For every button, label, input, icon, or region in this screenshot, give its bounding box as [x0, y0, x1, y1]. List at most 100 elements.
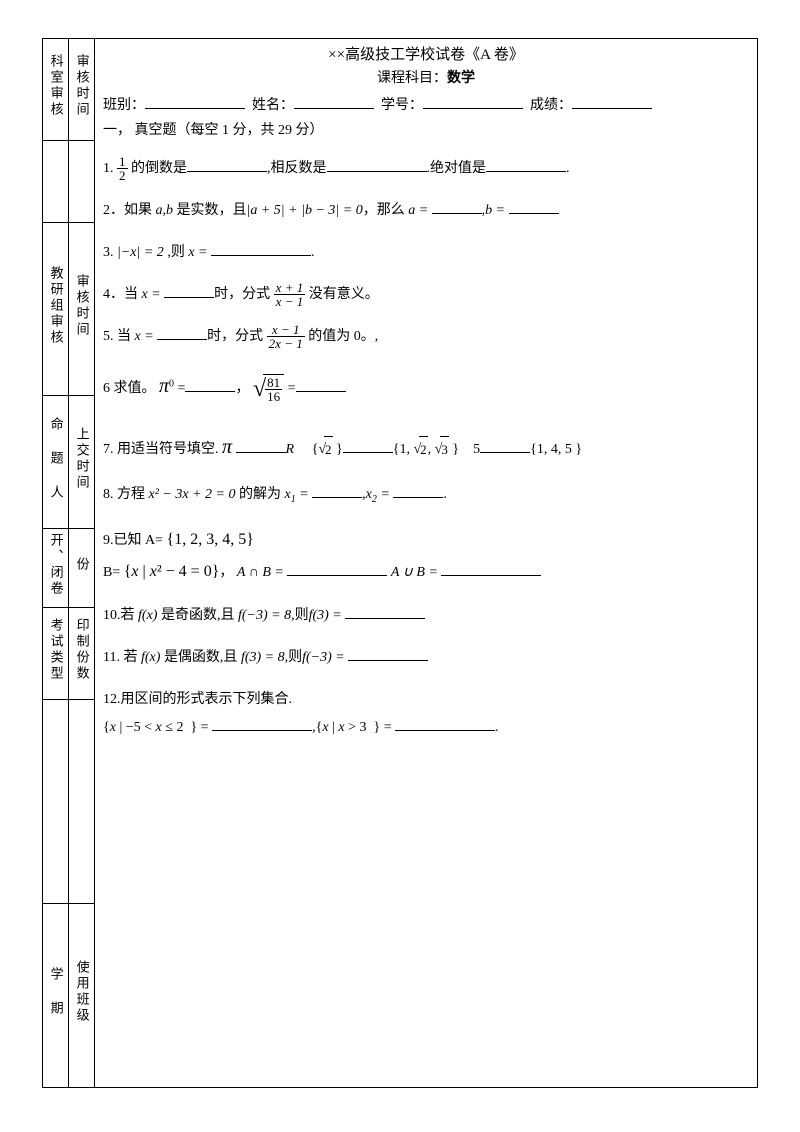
question-1: 1. 12 的倒数是,相反数是.绝对值是. — [103, 155, 749, 183]
side-label: 考试类型 — [46, 618, 64, 682]
q12-end: . — [495, 720, 499, 735]
blank[interactable] — [312, 484, 362, 498]
q7-5: 5 — [473, 442, 480, 457]
q6-pre: 6 求值。 — [103, 381, 156, 396]
subtitle: 课程科目：数学 — [103, 69, 749, 89]
side-label: 学 期 — [46, 967, 64, 1017]
q1-end: . — [566, 161, 570, 176]
q9-pre: 9.已知 A= — [103, 533, 167, 548]
subject-label: 课程科目： — [377, 71, 447, 86]
blank[interactable] — [393, 484, 443, 498]
side-col-5b: 印制份数 — [69, 608, 95, 700]
id-blank[interactable] — [423, 95, 523, 109]
q8-pre: 8. 方程 — [103, 487, 149, 502]
side-label: 上交时间 — [72, 427, 90, 491]
q10-f3b: f(3) = — [309, 608, 346, 623]
q5-end: 的值为 0。, — [305, 329, 379, 344]
q7-pre: 7. 用适当符号填空. — [103, 442, 222, 457]
q8-end: . — [443, 487, 447, 502]
q11-f3: f(3) = 8, — [241, 650, 288, 665]
q4-mid: 时，分式 — [214, 287, 274, 302]
q7-set1: {√2 } — [312, 442, 343, 457]
question-12: 12.用区间的形式表示下列集合. {x | −5 < x ≤ 2 } = ,{x… — [103, 686, 749, 742]
q4-pre: 4．当 — [103, 287, 142, 302]
side-col-5a: 考试类型 — [43, 608, 69, 700]
question-11: 11. 若 f(x) 是偶函数,且 f(3) = 8,则f(−3) = — [103, 644, 749, 672]
blank[interactable] — [395, 717, 495, 731]
q2-b: b = — [485, 203, 508, 218]
class-label: 班别： — [103, 98, 145, 113]
title: ××高级技工学校试卷《A 卷》 — [103, 45, 749, 66]
side-label: 份 — [72, 557, 90, 573]
side-label: 印制份数 — [72, 618, 90, 682]
blank[interactable] — [441, 562, 541, 576]
side-col-6a: 学 期 — [43, 904, 69, 1088]
blank[interactable] — [296, 378, 346, 392]
score-label: 成绩： — [530, 98, 572, 113]
q9-comma: ， — [219, 565, 233, 580]
q2-pre: 2．如果 — [103, 203, 156, 218]
class-blank[interactable] — [145, 95, 245, 109]
q10-fx: f(x) — [138, 608, 157, 623]
name-blank[interactable] — [294, 95, 374, 109]
q6-sqrt: 8116 — [263, 374, 284, 403]
content-cell: ××高级技工学校试卷《A 卷》 课程科目：数学 班别： 姓名： 学号： 成绩： … — [95, 39, 758, 1088]
q7-R: R — [286, 442, 295, 457]
side-label: 命 题 人 — [46, 417, 64, 501]
q5-mid: 时，分式 — [207, 329, 267, 344]
q11-fx: f(x) — [141, 650, 160, 665]
side-col-2b: 审核时间 — [69, 222, 95, 396]
q10-mid2: 则 — [295, 608, 309, 623]
question-10: 10.若 f(x) 是奇函数,且 f(−3) = 8,则f(3) = — [103, 602, 749, 630]
section-title: 一， 真空题（每空 1 分，共 29 分） — [103, 121, 749, 141]
blank[interactable] — [327, 158, 427, 172]
q10-f3: f(−3) = 8, — [238, 608, 295, 623]
q2-mid2: ，那么 — [363, 203, 409, 218]
blank[interactable] — [287, 562, 387, 576]
id-label: 学号： — [381, 98, 423, 113]
side-col — [43, 141, 69, 223]
q2-ab: a,b — [156, 203, 174, 218]
q8-mid: 的解为 — [236, 487, 285, 502]
side-col-2a: 教研组审核 — [43, 222, 69, 396]
q5-pre: 5. 当 — [103, 329, 135, 344]
blank[interactable] — [211, 242, 311, 256]
blank[interactable] — [187, 158, 267, 172]
q4-x: x = — [142, 287, 165, 302]
score-blank[interactable] — [572, 95, 652, 109]
q11-f3b: f(−3) = — [302, 650, 348, 665]
side-col — [69, 700, 95, 904]
blank[interactable] — [343, 439, 393, 453]
q2-a: a = — [408, 203, 431, 218]
q3-pre: 3. — [103, 245, 117, 260]
q12-eq: = — [197, 720, 212, 735]
subject-value: 数学 — [447, 71, 475, 86]
question-3: 3. |−x| = 2 ,则 x = . — [103, 239, 749, 267]
blank[interactable] — [345, 605, 425, 619]
blank[interactable] — [509, 200, 559, 214]
blank[interactable] — [480, 439, 530, 453]
side-col-6b: 使用班级 — [69, 904, 95, 1088]
blank[interactable] — [486, 158, 566, 172]
q2-abs: |a + 5| + |b − 3| = 0 — [247, 203, 363, 218]
info-line: 班别： 姓名： 学号： 成绩： — [103, 95, 749, 116]
blank[interactable] — [212, 717, 312, 731]
q9-setB: {x | x² − 4 = 0} — [124, 563, 220, 580]
q7-set2: {1, √2, √3 } — [393, 442, 459, 457]
q11-mid1: 是偶函数,且 — [160, 650, 241, 665]
q4-frac: x + 1x − 1 — [274, 281, 306, 308]
q7-set3: {1, 4, 5 } — [530, 442, 582, 457]
q3-mid: ,则 — [164, 245, 189, 260]
blank[interactable] — [432, 200, 482, 214]
side-label: 使用班级 — [72, 960, 90, 1024]
blank[interactable] — [157, 326, 207, 340]
q12-eq2: = — [380, 720, 395, 735]
q9-setA: {1, 2, 3, 4, 5} — [167, 531, 254, 548]
q3-x: x = — [188, 245, 211, 260]
side-col-4a: 开、闭卷 — [43, 528, 69, 607]
blank[interactable] — [236, 439, 286, 453]
q9-int: A ∩ B = — [237, 565, 287, 580]
blank[interactable] — [164, 284, 214, 298]
blank[interactable] — [185, 378, 235, 392]
blank[interactable] — [348, 647, 428, 661]
